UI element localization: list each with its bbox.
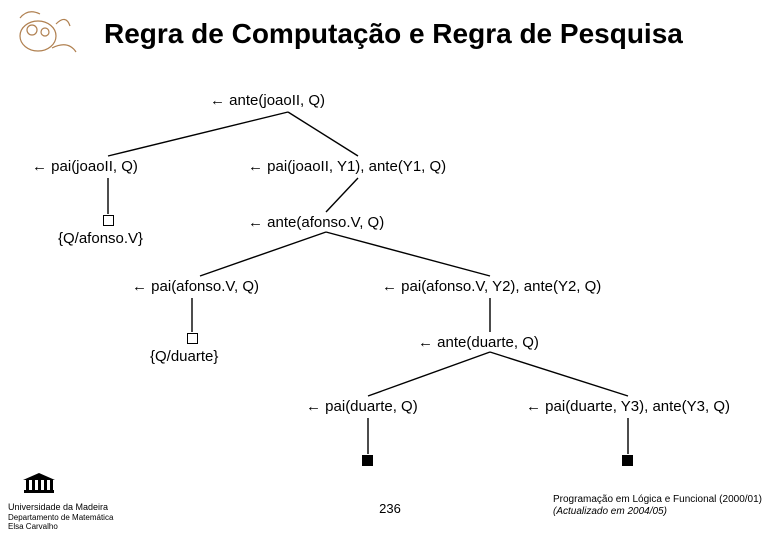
header-logo (10, 4, 88, 60)
fail-box-2 (622, 455, 633, 466)
subst-l4: {Q/duarte} (150, 348, 218, 365)
node-l3-left: ← pai(afonso.V, Q) (132, 278, 259, 295)
success-box-1 (103, 215, 114, 226)
university-logo (22, 472, 56, 496)
node-l1-right: ← pai(joaoII, Y1), ante(Y1, Q) (248, 158, 446, 175)
page-title: Regra de Computação e Regra de Pesquisa (104, 18, 683, 50)
subst-l2: {Q/afonso.V} (58, 230, 143, 247)
node-root: ← ante(joaoII, Q) (210, 92, 325, 109)
node-l5-right: ← pai(duarte, Y3), ante(Y3, Q) (526, 398, 730, 415)
node-l4-goal: ← ante(duarte, Q) (418, 334, 539, 351)
node-l2-goal: ← ante(afonso.V, Q) (248, 214, 384, 231)
fail-box-1 (362, 455, 373, 466)
node-l1-left: ← pai(joaoII, Q) (32, 158, 138, 175)
tree-edges (0, 0, 780, 540)
footer-right: Programação em Lógica e Funcional (2000/… (553, 494, 762, 518)
node-l3-right: ← pai(afonso.V, Y2), ante(Y2, Q) (382, 278, 601, 295)
node-l5-left: ← pai(duarte, Q) (306, 398, 418, 415)
success-box-2 (187, 333, 198, 344)
